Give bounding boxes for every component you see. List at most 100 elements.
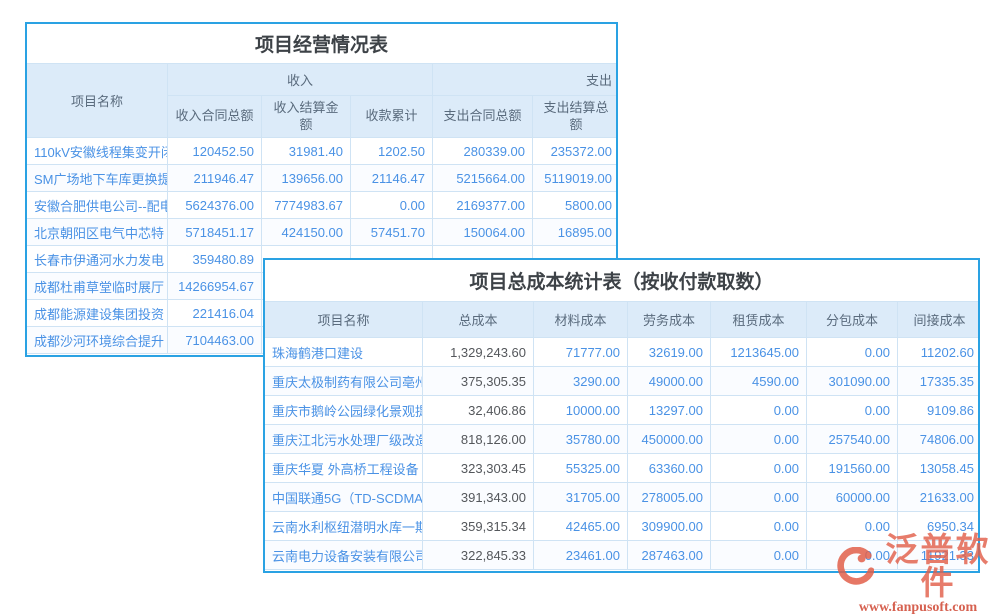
- indirect-cost-cell: 6950.34: [897, 511, 978, 541]
- project-name-cell: 重庆市鹅岭公园绿化景观提升: [265, 395, 423, 425]
- total-cost-cell: 375,305.35: [422, 366, 534, 396]
- cost-stats-table-head: 项目名称 总成本 材料成本 劳务成本 租赁成本 分包成本 间接成本: [265, 301, 978, 338]
- table-row[interactable]: 重庆江北污水处理厂级改造 818,126.00 35780.00 450000.…: [265, 424, 978, 454]
- income-contract-total-cell: 5718451.17: [167, 218, 262, 246]
- rental-cost-cell: 0.00: [710, 511, 807, 541]
- project-name-cell: 成都沙河环境综合提升: [27, 326, 168, 354]
- rental-cost-cell: 0.00: [710, 424, 807, 454]
- income-settlement-cell: 7774983.67: [261, 191, 351, 219]
- table-row[interactable]: 110kV安徽线程集变开闭 120452.50 31981.40 1202.50…: [27, 137, 616, 165]
- total-cost-cell: 32,406.86: [422, 395, 534, 425]
- expense-contract-total-cell: 5215664.00: [432, 164, 533, 192]
- subcontract-cost-cell: 257540.00: [806, 424, 898, 454]
- income-contract-total-cell: 120452.50: [167, 137, 262, 165]
- project-name-cell: 珠海鹤港口建设: [265, 337, 423, 367]
- material-cost-cell: 10000.00: [533, 395, 628, 425]
- operations-table-head: 项目名称 收入 支出 收入合同总额 收入结算金额 收款累计 支出合同总额 支出结…: [27, 63, 616, 138]
- col-header-labor-cost: 劳务成本: [627, 301, 711, 338]
- rental-cost-cell: 0.00: [710, 540, 807, 570]
- subcontract-cost-cell: 0.00: [806, 540, 898, 570]
- table-row[interactable]: 重庆太极制药有限公司亳州 375,305.35 3290.00 49000.00…: [265, 366, 978, 396]
- project-name-cell: 110kV安徽线程集变开闭: [27, 137, 168, 165]
- project-name-cell: 中国联通5G（TD-SCDMA）: [265, 482, 423, 512]
- project-name-cell: 重庆江北污水处理厂级改造: [265, 424, 423, 454]
- project-name-cell: 成都能源建设集团投资: [27, 299, 168, 327]
- material-cost-cell: 3290.00: [533, 366, 628, 396]
- cost-stats-table-title: 项目总成本统计表（按收付款取数）: [265, 260, 978, 302]
- project-name-cell: SM广场地下车库更换提升: [27, 164, 168, 192]
- expense-settlement-total-cell: 16895.00: [531, 218, 616, 246]
- material-cost-cell: 71777.00: [533, 337, 628, 367]
- project-name-cell: 长春市伊通河水力发电: [27, 245, 168, 273]
- cost-stats-table: 项目名称 总成本 材料成本 劳务成本 租赁成本 分包成本 间接成本 珠海鹤港口建…: [265, 301, 978, 570]
- table-row[interactable]: 云南电力设备安装有限公司 322,845.33 23461.00 287463.…: [265, 540, 978, 570]
- rental-cost-cell: 1213645.00: [710, 337, 807, 367]
- receipts-cumulative-cell: 21146.47: [350, 164, 433, 192]
- total-cost-cell: 322,845.33: [422, 540, 534, 570]
- col-header-project-name: 项目名称: [27, 63, 168, 138]
- col-header-material-cost: 材料成本: [533, 301, 628, 338]
- col-header-indirect-cost: 间接成本: [897, 301, 978, 338]
- col-group-expense: 支出: [431, 63, 616, 96]
- material-cost-cell: 55325.00: [533, 453, 628, 483]
- income-settlement-cell: 139656.00: [261, 164, 351, 192]
- material-cost-cell: 42465.00: [533, 511, 628, 541]
- col-header-income-contract-total: 收入合同总额: [167, 95, 262, 138]
- income-settlement-cell: 424150.00: [261, 218, 351, 246]
- table-row[interactable]: 重庆华夏 外高桥工程设备 323,303.45 55325.00 63360.0…: [265, 453, 978, 483]
- total-cost-cell: 323,303.45: [422, 453, 534, 483]
- labor-cost-cell: 13297.00: [627, 395, 711, 425]
- rental-cost-cell: 4590.00: [710, 366, 807, 396]
- labor-cost-cell: 450000.00: [627, 424, 711, 454]
- expense-contract-total-cell: 150064.00: [432, 218, 533, 246]
- rental-cost-cell: 0.00: [710, 395, 807, 425]
- col-header-receipts-cumulative: 收款累计: [350, 95, 433, 138]
- indirect-cost-cell: 11202.60: [897, 337, 978, 367]
- subcontract-cost-cell: 0.00: [806, 511, 898, 541]
- table-row[interactable]: 珠海鹤港口建设 1,329,243.60 71777.00 32619.00 1…: [265, 337, 978, 367]
- total-cost-cell: 818,126.00: [422, 424, 534, 454]
- labor-cost-cell: 278005.00: [627, 482, 711, 512]
- total-cost-cell: 391,343.00: [422, 482, 534, 512]
- material-cost-cell: 31705.00: [533, 482, 628, 512]
- income-contract-total-cell: 5624376.00: [167, 191, 262, 219]
- subcontract-cost-cell: 301090.00: [806, 366, 898, 396]
- col-header-rental-cost: 租赁成本: [710, 301, 807, 338]
- table-row[interactable]: SM广场地下车库更换提升 211946.47 139656.00 21146.4…: [27, 164, 616, 192]
- table-row[interactable]: 安徽合肥供电公司--配电 5624376.00 7774983.67 0.00 …: [27, 191, 616, 219]
- expense-settlement-total-cell: 235372.00: [531, 137, 616, 165]
- subcontract-cost-cell: 0.00: [806, 337, 898, 367]
- income-settlement-cell: 31981.40: [261, 137, 351, 165]
- col-header-expense-contract-total: 支出合同总额: [432, 95, 533, 138]
- project-name-cell: 北京朝阳区电气中芯特: [27, 218, 168, 246]
- indirect-cost-cell: 13058.45: [897, 453, 978, 483]
- income-contract-total-cell: 14266954.67: [167, 272, 262, 300]
- indirect-cost-cell: 74806.00: [897, 424, 978, 454]
- table-row[interactable]: 重庆市鹅岭公园绿化景观提升 32,406.86 10000.00 13297.0…: [265, 395, 978, 425]
- expense-settlement-total-cell: 5119019.00: [531, 164, 616, 192]
- subcontract-cost-cell: 60000.00: [806, 482, 898, 512]
- rental-cost-cell: 0.00: [710, 482, 807, 512]
- project-name-cell: 成都杜甫草堂临时展厅: [27, 272, 168, 300]
- col-header-income-settlement: 收入结算金额: [261, 95, 351, 138]
- receipts-cumulative-cell: 1202.50: [350, 137, 433, 165]
- project-name-cell: 重庆华夏 外高桥工程设备: [265, 453, 423, 483]
- col-header-project-name: 项目名称: [265, 301, 423, 338]
- cost-stats-table-panel: 项目总成本统计表（按收付款取数） 项目名称 总成本 材料成本 劳务成本 租赁成本…: [263, 258, 980, 573]
- income-contract-total-cell: 221416.04: [167, 299, 262, 327]
- project-name-cell: 云南电力设备安装有限公司: [265, 540, 423, 570]
- table-row[interactable]: 中国联通5G（TD-SCDMA） 391,343.00 31705.00 278…: [265, 482, 978, 512]
- table-row[interactable]: 云南水利枢纽潜明水库一期 359,315.34 42465.00 309900.…: [265, 511, 978, 541]
- total-cost-cell: 1,329,243.60: [422, 337, 534, 367]
- table-row[interactable]: 北京朝阳区电气中芯特 5718451.17 424150.00 57451.70…: [27, 218, 616, 246]
- col-header-total-cost: 总成本: [422, 301, 534, 338]
- expense-settlement-total-cell: 5800.00: [531, 191, 616, 219]
- income-contract-total-cell: 211946.47: [167, 164, 262, 192]
- watermark-url: www.fanpusoft.com: [858, 600, 978, 615]
- total-cost-cell: 359,315.34: [422, 511, 534, 541]
- income-contract-total-cell: 7104463.00: [167, 326, 262, 354]
- indirect-cost-cell: 17335.35: [897, 366, 978, 396]
- indirect-cost-cell: 11921.33: [897, 540, 978, 570]
- receipts-cumulative-cell: 57451.70: [350, 218, 433, 246]
- labor-cost-cell: 309900.00: [627, 511, 711, 541]
